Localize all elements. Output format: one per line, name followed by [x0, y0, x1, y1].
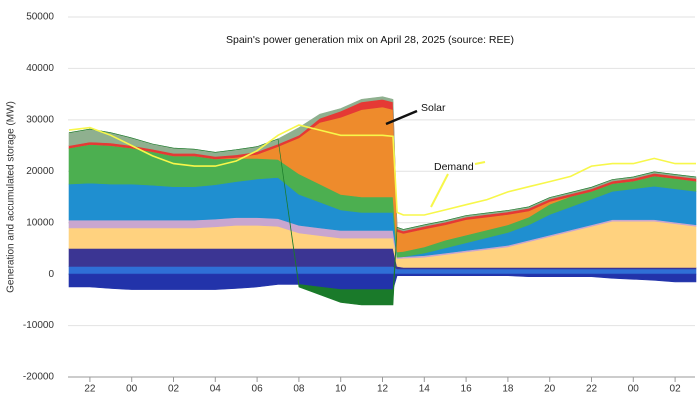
- x-tick-label: 02: [670, 384, 682, 395]
- annotation-arrow: [430, 173, 449, 208]
- chart-title: Spain's power generation mix on April 28…: [226, 34, 514, 46]
- y-tick-label: 20000: [26, 166, 54, 177]
- y-tick-label: 40000: [26, 63, 54, 74]
- x-tick-label: 12: [377, 384, 389, 395]
- x-tick-label: 16: [461, 384, 473, 395]
- x-tick-label: 04: [210, 384, 222, 395]
- x-tick-label: 08: [293, 384, 305, 395]
- x-tick-label: 00: [628, 384, 640, 395]
- y-tick-label: -10000: [23, 320, 55, 331]
- area: [68, 273, 697, 290]
- y-tick-label: 0: [48, 269, 54, 280]
- annotation-arrow: [385, 109, 418, 126]
- y-tick-label: 10000: [26, 217, 54, 228]
- y-tick-label: 50000: [26, 12, 54, 23]
- area: [68, 128, 697, 306]
- x-tick-label: 02: [168, 384, 180, 395]
- area: [68, 96, 697, 232]
- areas: [68, 96, 697, 306]
- annotation: Demand: [434, 161, 474, 173]
- annotation-arrow: [474, 161, 486, 165]
- x-tick-label: 20: [544, 384, 556, 395]
- y-tick-label: 30000: [26, 114, 54, 125]
- y-tick-label: -20000: [23, 372, 55, 383]
- x-tick-label: 00: [126, 384, 138, 395]
- x-tick-label: 18: [502, 384, 514, 395]
- x-tick-label: 22: [84, 384, 96, 395]
- x-tick-label: 06: [252, 384, 264, 395]
- x-tick-label: 22: [586, 384, 598, 395]
- line: [68, 124, 696, 216]
- y-axis-label: Generation and accumulated storage (MW): [6, 101, 17, 293]
- annotation: Solar: [421, 102, 446, 114]
- x-tick-label: 14: [419, 384, 431, 395]
- x-tick-label: 10: [335, 384, 347, 395]
